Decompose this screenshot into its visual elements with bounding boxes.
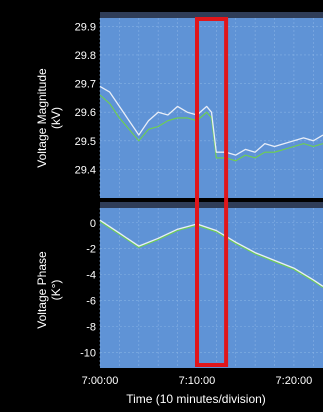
highlight-rectangle	[195, 17, 229, 367]
magnitude-y-axis-title-line2: (kV)	[49, 107, 63, 129]
phase-y-tick-label: -10	[80, 347, 96, 359]
magnitude-y-tick-label: 29.9	[75, 21, 96, 33]
phase-y-tick-label: -8	[86, 322, 96, 334]
phase-series-line-1	[99, 219, 323, 287]
phase-panel-header	[100, 202, 323, 208]
x-tick-label: 7:20:00	[276, 375, 313, 387]
magnitude-y-tick-label: 29.7	[75, 79, 96, 91]
phase-plot-area	[100, 202, 323, 368]
x-tick-label: 7:10:00	[179, 375, 216, 387]
magnitude-y-tick-label: 29.6	[75, 107, 96, 119]
phase-y-tick-label: 0	[90, 218, 96, 230]
phase-y-tick-label: -2	[86, 244, 96, 256]
magnitude-y-tick-label: 29.8	[75, 50, 96, 62]
phase-y-tick-label: -6	[86, 296, 96, 308]
magnitude-panel: 29.9 29.8 29.7 29.6 29.5 29.4	[75, 12, 323, 198]
x-tick-label: 7:00:00	[82, 375, 119, 387]
phase-y-axis-title-line2: (K°)	[49, 280, 63, 301]
phase-panel: 0 -2 -4 -6 -8 -10	[80, 202, 323, 368]
magnitude-panel-header	[100, 12, 323, 18]
magnitude-series-line-2	[99, 94, 323, 162]
magnitude-series-line-1	[99, 85, 323, 156]
magnitude-y-axis-title-line1: Voltage Magnitude	[35, 68, 49, 168]
phase-y-tick-label: -4	[86, 270, 96, 282]
x-axis-title: Time (10 minutes/division)	[126, 392, 266, 406]
phase-y-axis-title-line1: Voltage Phase	[35, 251, 49, 329]
x-axis: 7:00:00 7:10:00 7:20:00	[82, 375, 313, 387]
magnitude-y-tick-label: 29.5	[75, 136, 96, 148]
magnitude-y-tick-label: 29.4	[75, 164, 96, 176]
magnitude-plot-area	[100, 12, 323, 198]
phase-series-line-2	[99, 221, 323, 289]
